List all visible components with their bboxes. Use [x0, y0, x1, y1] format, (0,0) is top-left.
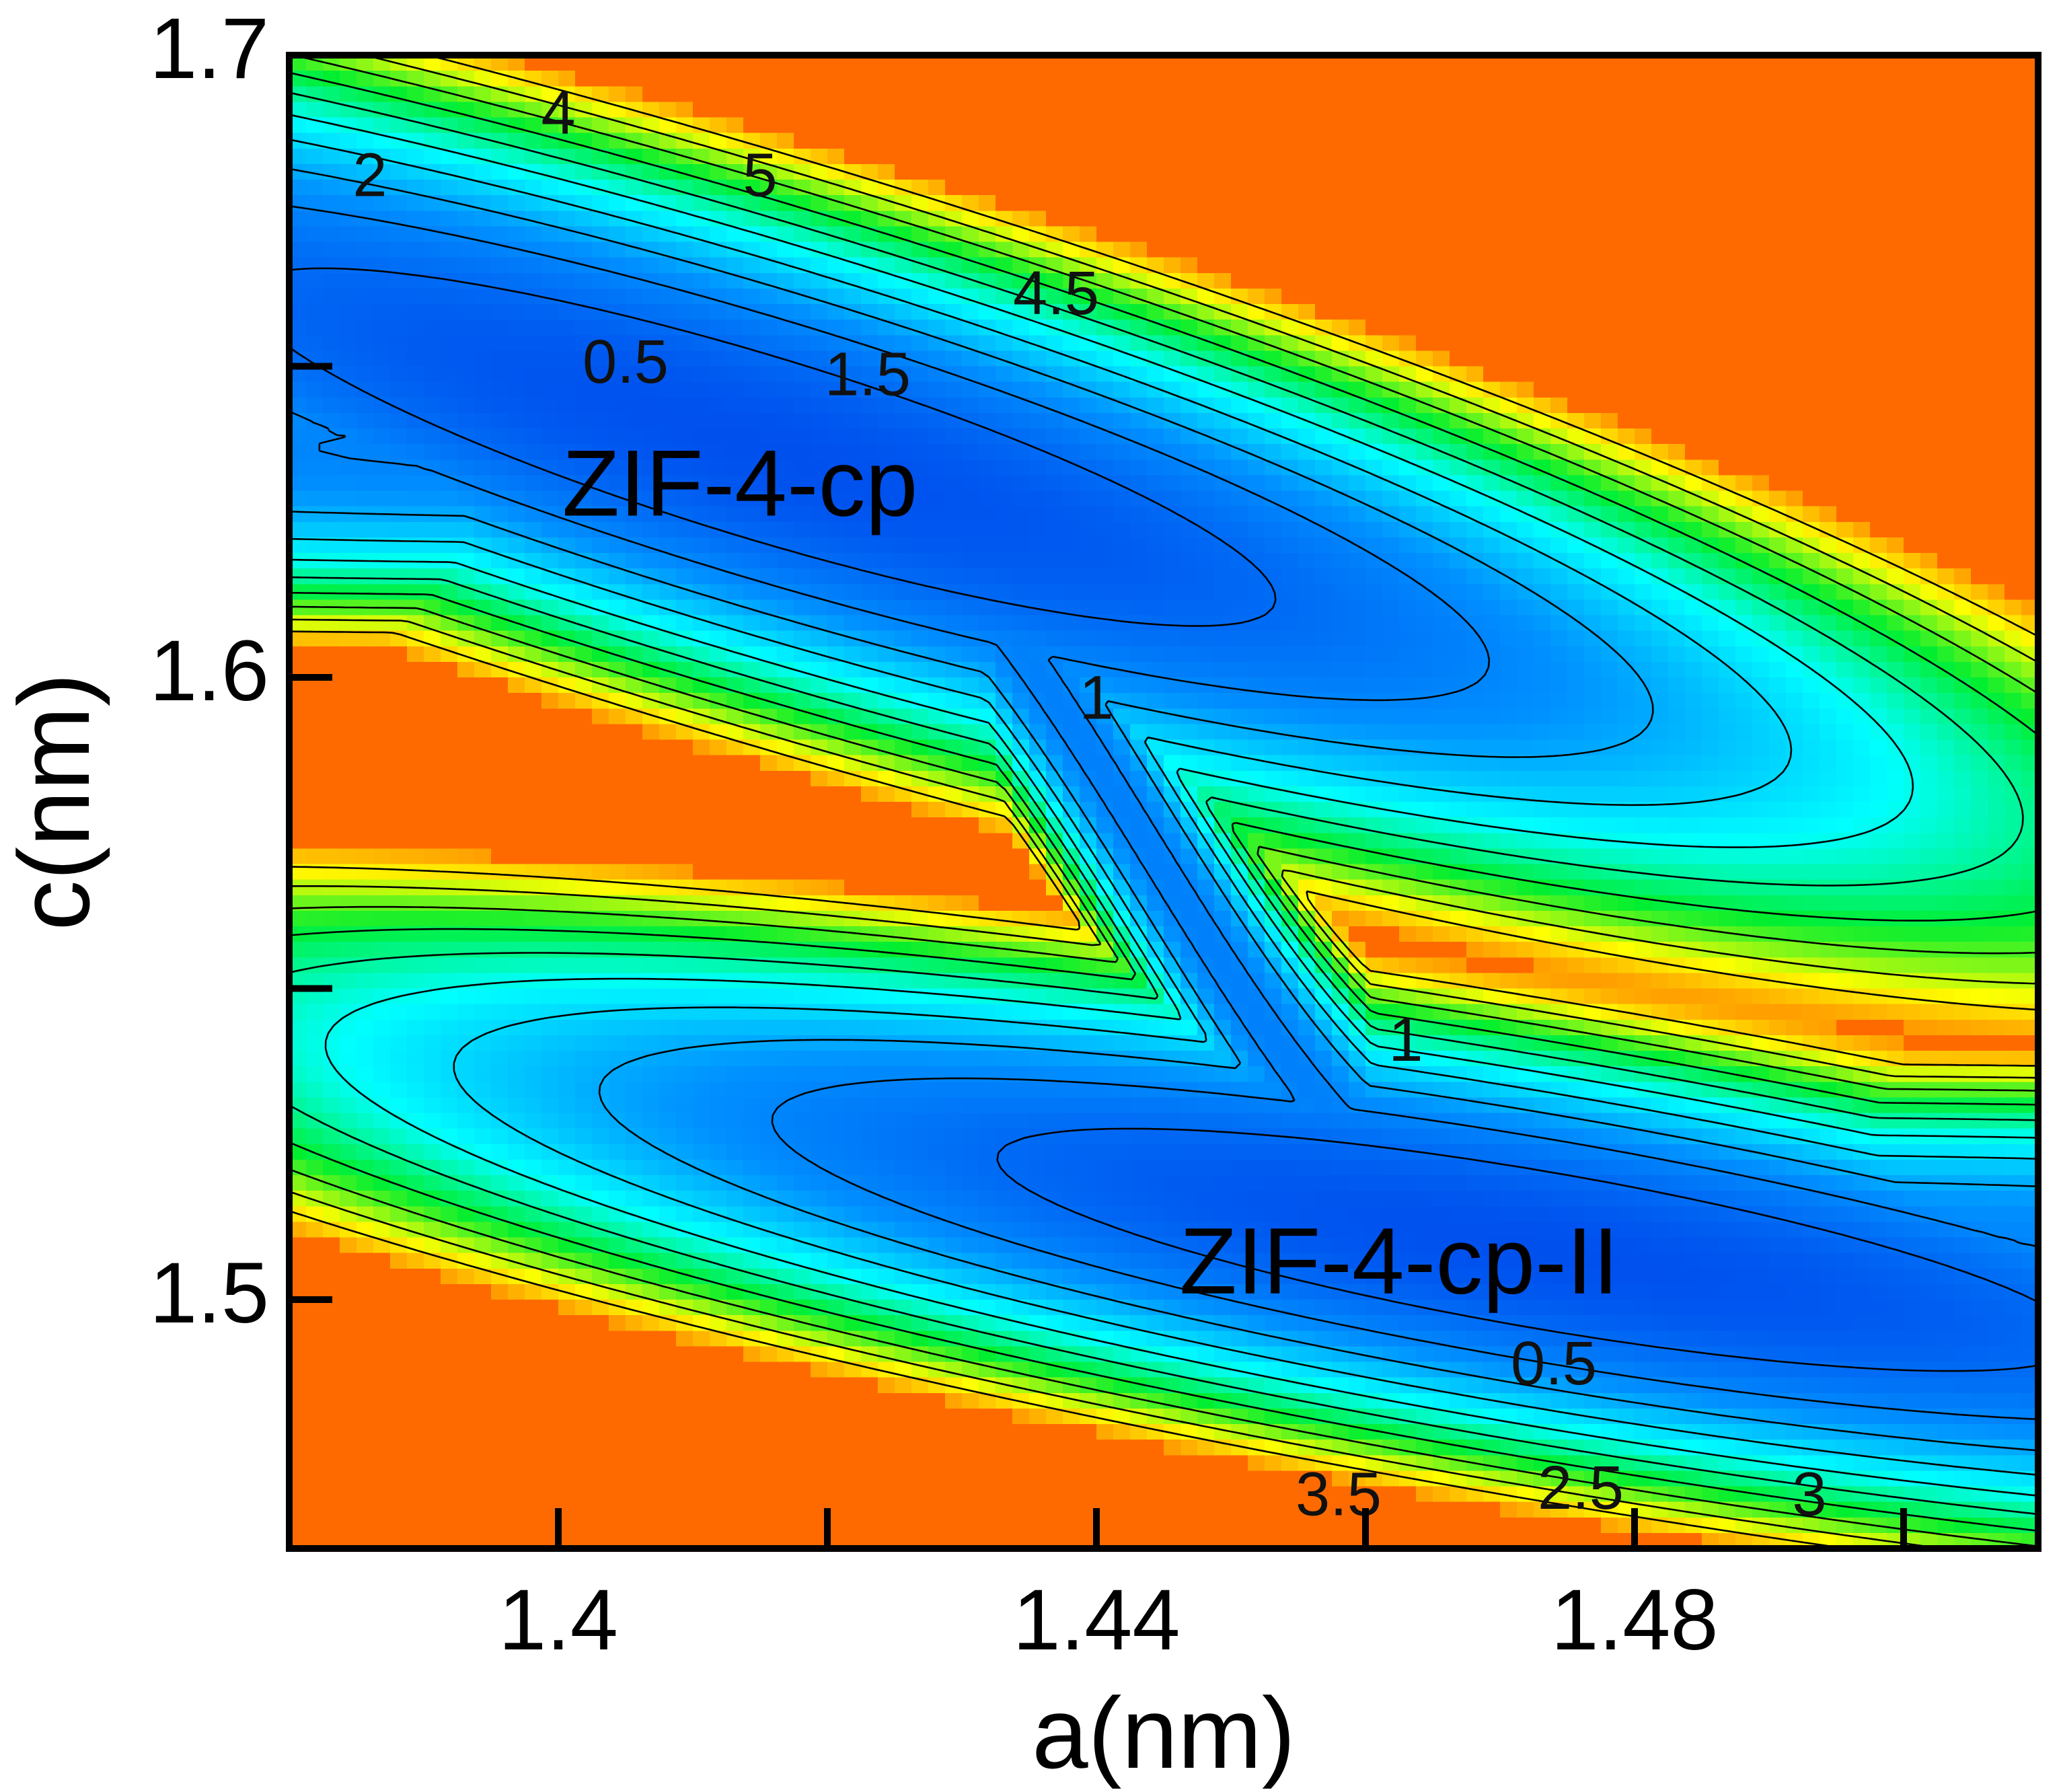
- contour-label: 4.5: [1013, 259, 1099, 328]
- x-axis-ticks: 1.4 1.44 1.48: [498, 1508, 1907, 1668]
- x-axis-title: a(nm): [1032, 1676, 1296, 1789]
- contour-line-1: [289, 205, 2038, 1421]
- contour-label: 0.5: [1511, 1329, 1597, 1398]
- plot-frame: [286, 52, 2041, 1552]
- contour-label: 2.5: [1538, 1454, 1624, 1522]
- contour-lines: [289, 55, 2038, 1548]
- y-axis-title: c(nm): [0, 673, 110, 930]
- y-tick-label: 1.6: [149, 623, 269, 719]
- y-tick-label: 1.5: [149, 1245, 269, 1341]
- contour-line-0-5: [289, 267, 2038, 1372]
- y-tick-label: 1.7: [149, 1, 269, 97]
- minimum-annotations: ZIF-4-cp ZIF-4-cp-II: [562, 430, 1619, 1313]
- minimum-label: ZIF-4-cp: [562, 430, 918, 535]
- y-axis-ticks: 1.5 1.6 1.7: [149, 1, 332, 1341]
- contour-label: 3: [1792, 1460, 1826, 1528]
- contour-label: 2: [352, 141, 387, 209]
- x-tick-label: 1.48: [1550, 1572, 1718, 1668]
- contour-label: 5: [743, 141, 777, 209]
- contour-label: 1.5: [825, 340, 911, 408]
- contour-line-3: [289, 91, 2038, 1516]
- contour-label: 1: [1079, 663, 1113, 732]
- contour-line-2: [289, 139, 2038, 1476]
- energy-heatmap: [289, 55, 2038, 1548]
- x-tick-label: 1.44: [1012, 1572, 1180, 1668]
- x-tick-label: 1.4: [498, 1572, 618, 1668]
- heatmap-layer: [289, 55, 2038, 1548]
- contour-label: 1: [1388, 1006, 1423, 1074]
- contour-line-1-5: [289, 167, 2038, 1452]
- contour-label: 0.5: [583, 328, 669, 396]
- contour-line-3-5: [289, 71, 2038, 1532]
- minimum-label: ZIF-4-cp-II: [1179, 1208, 1618, 1314]
- contour-label: 4: [541, 79, 575, 147]
